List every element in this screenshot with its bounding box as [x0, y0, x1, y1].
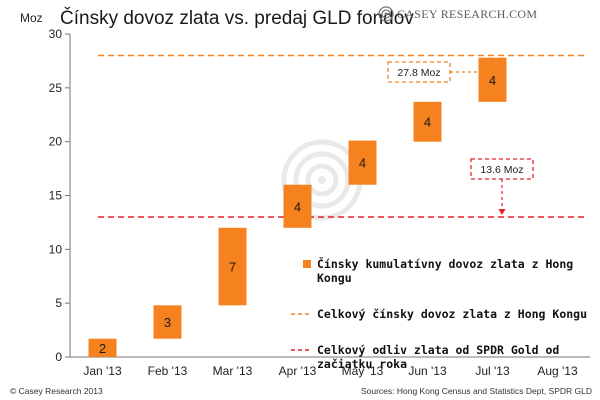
legend-label: Kongu: [317, 271, 352, 285]
logo-text: CASEY RESEARCH.COM: [397, 7, 537, 21]
x-tick-label: Jun '13: [408, 364, 447, 378]
arrow-head: [498, 209, 506, 216]
bar: [153, 305, 182, 339]
y-tick-label: 10: [49, 242, 63, 256]
x-tick-label: Jul '13: [475, 364, 510, 378]
annotation-label: 27.8 Moz: [397, 67, 440, 79]
annotation-label: 13.6 Moz: [480, 164, 523, 176]
x-tick-label: Jan '13: [83, 364, 122, 378]
casey-research-logo: CASEY RESEARCH.COM: [378, 6, 537, 22]
bar: [478, 57, 507, 102]
bar-data-label: 2: [99, 341, 106, 356]
bar: [218, 227, 247, 306]
y-tick-label: 20: [49, 135, 63, 149]
y-tick-label: 0: [55, 350, 62, 364]
bar-data-label: 7: [229, 260, 236, 275]
bar-data-label: 4: [359, 156, 366, 171]
x-tick-label: Aug '13: [537, 364, 578, 378]
x-tick-label: Apr '13: [279, 364, 317, 378]
x-tick-label: May '13: [342, 364, 384, 378]
x-axis: Jan '13 Feb '13 Mar '13 Apr '13 May '13 Jun '…: [70, 356, 590, 378]
bar: [88, 338, 117, 357]
arrow-head: [482, 57, 490, 64]
bar-data-label: 4: [424, 115, 431, 130]
legend-label: začiatku roka: [317, 357, 407, 371]
annotation-arrow: [450, 63, 487, 73]
legend-label: Celkový odliv zlata od SPDR Gold od: [317, 343, 559, 357]
y-tick-label: 25: [49, 81, 63, 95]
y-tick-label: 15: [49, 189, 63, 203]
annotations: 27.8 Moz 13.6 Moz: [387, 57, 534, 216]
copyright: © Casey Research 2013: [10, 386, 103, 396]
y-axis-unit: Moz: [20, 11, 43, 25]
bar-data-label: 3: [164, 315, 171, 330]
legend-label: Čínsky kumulatívny dovoz zlata z Hong: [317, 256, 573, 271]
chart-title: Čínsky dovoz zlata vs. predaj GLD fondov: [60, 7, 414, 29]
legend-label: Celkový čínsky dovoz zlata z Hong Kongu: [317, 307, 587, 321]
bar: [348, 140, 377, 185]
legend-swatch: [303, 260, 311, 268]
y-axis: 0 5 10 15 20 25 30: [49, 27, 71, 364]
x-tick-label: Feb '13: [148, 364, 188, 378]
x-tick-label: Mar '13: [213, 364, 253, 378]
sources: Sources: Hong Kong Census and Statistics…: [361, 386, 592, 396]
bar-data-label: 4: [489, 73, 496, 88]
y-tick-label: 5: [55, 296, 62, 310]
bar: [413, 101, 442, 142]
bars: 2 3 7 4 4 4 4: [88, 57, 507, 357]
y-tick-label: 30: [49, 27, 63, 41]
bar: [283, 184, 312, 228]
reference-lines: [98, 54, 586, 218]
bar-data-label: 4: [294, 199, 301, 214]
legend: Čínsky kumulatívny dovoz zlata z HongKon…: [291, 256, 587, 371]
